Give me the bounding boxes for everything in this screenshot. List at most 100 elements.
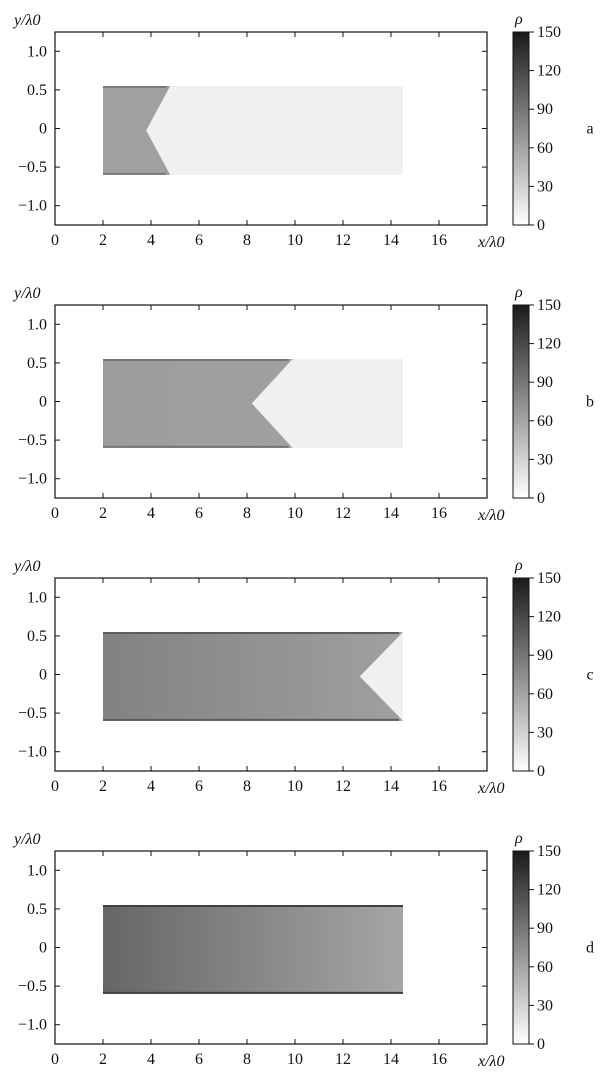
colorbar-tick-label: 150 — [537, 297, 561, 314]
x-tick-label: 0 — [51, 505, 59, 522]
x-tick-label: 0 — [51, 232, 59, 249]
x-tick-label: 6 — [195, 1051, 203, 1068]
y-tick-label: 0 — [39, 394, 47, 411]
colorbar-tick-label: 90 — [537, 920, 553, 937]
x-tick-label: 0 — [51, 778, 59, 795]
x-tick-label: 12 — [335, 505, 351, 522]
x-tick-label: 14 — [383, 1051, 399, 1068]
x-tick-label: 4 — [147, 778, 155, 795]
y-tick-label: 1.0 — [27, 43, 47, 60]
x-tick-label: 16 — [431, 778, 447, 795]
x-tick-label: 14 — [383, 505, 399, 522]
y-tick-label: 1.0 — [27, 589, 47, 606]
x-tick-label: 12 — [335, 1051, 351, 1068]
x-tick-label: 14 — [383, 232, 399, 249]
y-tick-label: 0.5 — [27, 901, 47, 918]
panel-b: 0 2 4 6 8 10 12 14 16 1.0 0.5 0 −0.5 −1.0 y/λ0 x/λ0 150 1… — [12, 284, 594, 524]
colorbar-tick-label: 90 — [537, 647, 553, 664]
dense-region — [103, 86, 171, 175]
colorbar-tick-label: 60 — [537, 413, 553, 430]
x-axis-label: x/λ0 — [477, 507, 504, 524]
y-tick-label: −0.5 — [18, 432, 47, 449]
y-tick-label: −0.5 — [18, 159, 47, 176]
x-tick-label: 14 — [383, 778, 399, 795]
x-tick-label: 16 — [431, 505, 447, 522]
y-tick-label: 1.0 — [27, 316, 47, 333]
dense-region — [103, 632, 403, 721]
colorbar — [512, 304, 530, 499]
y-axis-label: y/λ0 — [12, 12, 40, 29]
x-tick-label: 2 — [99, 778, 107, 795]
panel-letter: d — [586, 940, 594, 957]
x-tick-label: 6 — [195, 232, 203, 249]
colorbar-tick-label: 0 — [537, 217, 545, 234]
x-tick-label: 4 — [147, 232, 155, 249]
x-tick-label: 4 — [147, 505, 155, 522]
colorbar-tick-label: 150 — [537, 843, 561, 860]
x-axis-label: x/λ0 — [477, 1053, 504, 1070]
colorbar-tick-label: 150 — [537, 24, 561, 41]
x-tick-label: 12 — [335, 232, 351, 249]
colorbar-tick-label: 120 — [537, 63, 561, 80]
y-tick-label: 0 — [39, 121, 47, 138]
y-tick-label: 0.5 — [27, 82, 47, 99]
x-tick-label: 8 — [243, 232, 251, 249]
colorbar-tick-label: 60 — [537, 959, 553, 976]
y-tick-label: 0 — [39, 940, 47, 957]
colorbar-tick-label: 30 — [537, 997, 553, 1014]
x-tick-label: 10 — [287, 232, 303, 249]
x-tick-label: 2 — [99, 1051, 107, 1068]
x-tick-label: 8 — [243, 778, 251, 795]
x-tick-label: 10 — [287, 505, 303, 522]
colorbar-label: ρ — [514, 11, 523, 28]
colorbar-tick-label: 120 — [537, 882, 561, 899]
x-tick-label: 6 — [195, 778, 203, 795]
colorbar-tick-label: 90 — [537, 101, 553, 118]
colorbar-tick-label: 90 — [537, 374, 553, 391]
colorbar-label: ρ — [514, 830, 523, 847]
colorbar-tick-label: 30 — [537, 724, 553, 741]
y-tick-label: 1.0 — [27, 862, 47, 879]
y-tick-label: 0.5 — [27, 628, 47, 645]
dense-region — [103, 359, 293, 448]
x-tick-label: 12 — [335, 778, 351, 795]
colorbar-tick-label: 120 — [537, 336, 561, 353]
panel-letter: a — [586, 121, 593, 138]
dense-region — [103, 905, 403, 994]
y-axis-label: y/λ0 — [12, 831, 40, 848]
y-tick-label: −0.5 — [18, 705, 47, 722]
y-tick-label: 0.5 — [27, 355, 47, 372]
x-tick-label: 4 — [147, 1051, 155, 1068]
x-tick-label: 8 — [243, 505, 251, 522]
x-axis-label: x/λ0 — [477, 780, 504, 797]
colorbar-tick-label: 60 — [537, 140, 553, 157]
colorbar-tick-label: 30 — [537, 451, 553, 468]
x-tick-label: 16 — [431, 232, 447, 249]
panel-c: 0 2 4 6 8 10 12 14 16 1.0 0.5 0 −0.5 −1.0 y/λ0 x/λ0 150 1… — [12, 557, 594, 797]
x-tick-label: 2 — [99, 232, 107, 249]
colorbar-tick-label: 0 — [537, 490, 545, 507]
x-tick-label: 8 — [243, 1051, 251, 1068]
x-tick-label: 6 — [195, 505, 203, 522]
y-axis-label: y/λ0 — [12, 285, 40, 302]
y-tick-label: −1.0 — [18, 471, 47, 488]
colorbar — [512, 577, 530, 772]
x-tick-label: 16 — [431, 1051, 447, 1068]
colorbar-tick-label: 30 — [537, 178, 553, 195]
colorbar-tick-label: 120 — [537, 609, 561, 626]
colorbar-tick-label: 0 — [537, 763, 545, 780]
y-tick-label: −1.0 — [18, 744, 47, 761]
x-tick-label: 2 — [99, 505, 107, 522]
panel-a: 0 2 4 6 8 10 12 14 16 1.0 0.5 0 −0.5 −1.0 y/λ0 x/λ0 150 1… — [12, 11, 594, 251]
y-tick-label: −1.0 — [18, 198, 47, 215]
colorbar — [512, 850, 530, 1045]
y-axis-label: y/λ0 — [12, 558, 40, 575]
colorbar-label: ρ — [514, 284, 523, 301]
panel-letter: c — [586, 667, 593, 684]
x-tick-label: 10 — [287, 778, 303, 795]
colorbar-tick-label: 60 — [537, 686, 553, 703]
x-tick-label: 0 — [51, 1051, 59, 1068]
colorbar-tick-label: 0 — [537, 1036, 545, 1053]
x-tick-label: 10 — [287, 1051, 303, 1068]
